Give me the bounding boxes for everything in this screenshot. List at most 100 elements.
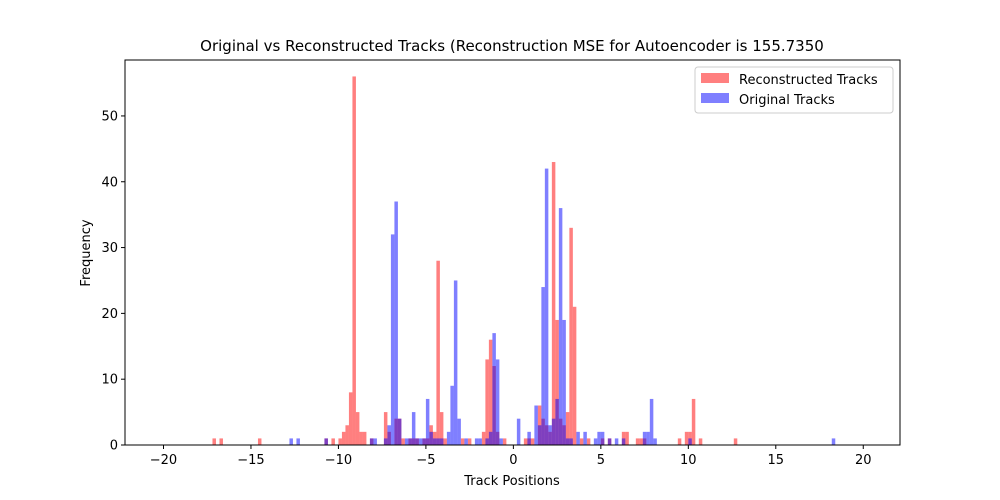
histogram-bar <box>373 438 377 445</box>
histogram-bar <box>257 438 262 445</box>
histogram-bar <box>401 438 405 445</box>
x-tick-label: −15 <box>237 453 264 468</box>
histogram-bar <box>537 405 542 445</box>
histogram-bar <box>383 412 388 445</box>
histogram-bar <box>555 319 559 445</box>
histogram-bar <box>485 438 489 445</box>
histogram-bar <box>621 438 626 445</box>
histogram-bar <box>436 260 440 445</box>
y-tick-label: 20 <box>101 307 118 322</box>
histogram-bar <box>404 438 409 445</box>
histogram-bar <box>555 398 559 445</box>
histogram-bar <box>569 438 573 445</box>
histogram-bar <box>642 431 647 445</box>
histogram-bar <box>597 431 601 445</box>
histogram-bar <box>635 438 640 445</box>
histogram-bar <box>688 438 692 445</box>
histogram-bar <box>296 438 300 445</box>
histogram-bar <box>345 425 349 445</box>
legend-swatch-original <box>701 93 729 103</box>
histogram-bar <box>593 438 598 445</box>
histogram-bar <box>474 438 479 445</box>
histogram-bar <box>485 359 489 445</box>
histogram-bar <box>572 306 577 445</box>
x-tick-label: 5 <box>597 453 605 468</box>
histogram-bar <box>551 418 556 445</box>
histogram-bar <box>530 438 535 445</box>
histogram-bar <box>527 431 531 445</box>
histogram-bar <box>583 431 587 445</box>
x-tick-label: 20 <box>855 453 872 468</box>
y-tick-label: 30 <box>101 241 118 256</box>
legend-box <box>694 66 894 114</box>
histogram-bar <box>698 438 703 445</box>
y-tick-label: 10 <box>101 373 118 388</box>
histogram-bar <box>467 438 472 445</box>
histogram-bar <box>362 431 367 445</box>
histogram-bar <box>432 431 437 445</box>
x-tick-label: 0 <box>509 453 517 468</box>
histogram-bar <box>481 431 486 445</box>
histogram-bar <box>397 418 402 445</box>
histogram-bar <box>562 319 566 445</box>
histogram-bar <box>488 431 493 445</box>
histogram-bar <box>691 398 696 445</box>
histogram-bar <box>653 438 657 445</box>
histogram-bar <box>355 412 360 445</box>
histogram-bar <box>534 405 538 445</box>
histogram-bar <box>565 438 570 445</box>
histogram-bar <box>537 425 542 445</box>
histogram-bar <box>411 412 416 445</box>
histogram-bar <box>639 438 643 445</box>
x-tick-label: 10 <box>680 453 697 468</box>
histogram-bar <box>219 438 223 445</box>
y-tick-label: 50 <box>101 109 118 124</box>
y-axis-ticks: 0 10 20 30 40 50 <box>101 109 125 454</box>
histogram-bar <box>415 438 419 445</box>
histogram-bar <box>565 412 570 445</box>
x-tick-label: −10 <box>325 453 352 468</box>
histogram-bar <box>348 392 353 445</box>
x-tick-label: 15 <box>768 453 785 468</box>
histogram-bar <box>499 438 503 445</box>
histogram-bar <box>390 234 395 445</box>
histogram-bar <box>425 398 430 445</box>
histogram-bar <box>586 438 591 445</box>
histogram-bar <box>541 287 545 445</box>
legend: Reconstructed Tracks Original Tracks <box>694 66 894 114</box>
histogram-bar <box>544 168 549 445</box>
series-original <box>289 168 836 445</box>
histogram-bar <box>677 438 682 445</box>
histogram-bar <box>453 280 458 445</box>
histogram-bar <box>408 438 412 445</box>
histogram-bar <box>429 431 433 445</box>
histogram-bar <box>443 438 447 445</box>
histogram-bar <box>383 438 388 445</box>
histogram-bar <box>625 431 629 445</box>
x-axis-ticks: −20 −15 −10 −5 0 5 10 15 20 <box>150 445 872 468</box>
histogram-bar <box>324 438 328 445</box>
histogram-bar <box>579 438 584 445</box>
histogram-bar <box>548 425 552 445</box>
histogram-bar <box>394 201 398 445</box>
histogram-bar <box>558 208 563 445</box>
histogram-bar <box>646 431 650 445</box>
histogram-bar <box>341 431 346 445</box>
histogram-bars <box>212 76 836 445</box>
histogram-bar <box>607 438 612 445</box>
histogram-bar <box>523 438 528 445</box>
histogram-bar <box>614 438 619 445</box>
histogram-bar <box>439 438 444 445</box>
histogram-bar <box>369 438 374 445</box>
histogram-bar <box>446 431 451 445</box>
legend-swatch-reconstructed <box>701 73 729 83</box>
plot-frame <box>124 59 901 446</box>
histogram-bar <box>621 431 626 445</box>
histogram-bar <box>684 431 689 445</box>
histogram-bar <box>576 431 580 445</box>
histogram-bar <box>464 438 468 445</box>
histogram-bar <box>422 438 426 445</box>
histogram-bar <box>359 431 363 445</box>
histogram-bar <box>649 398 654 445</box>
